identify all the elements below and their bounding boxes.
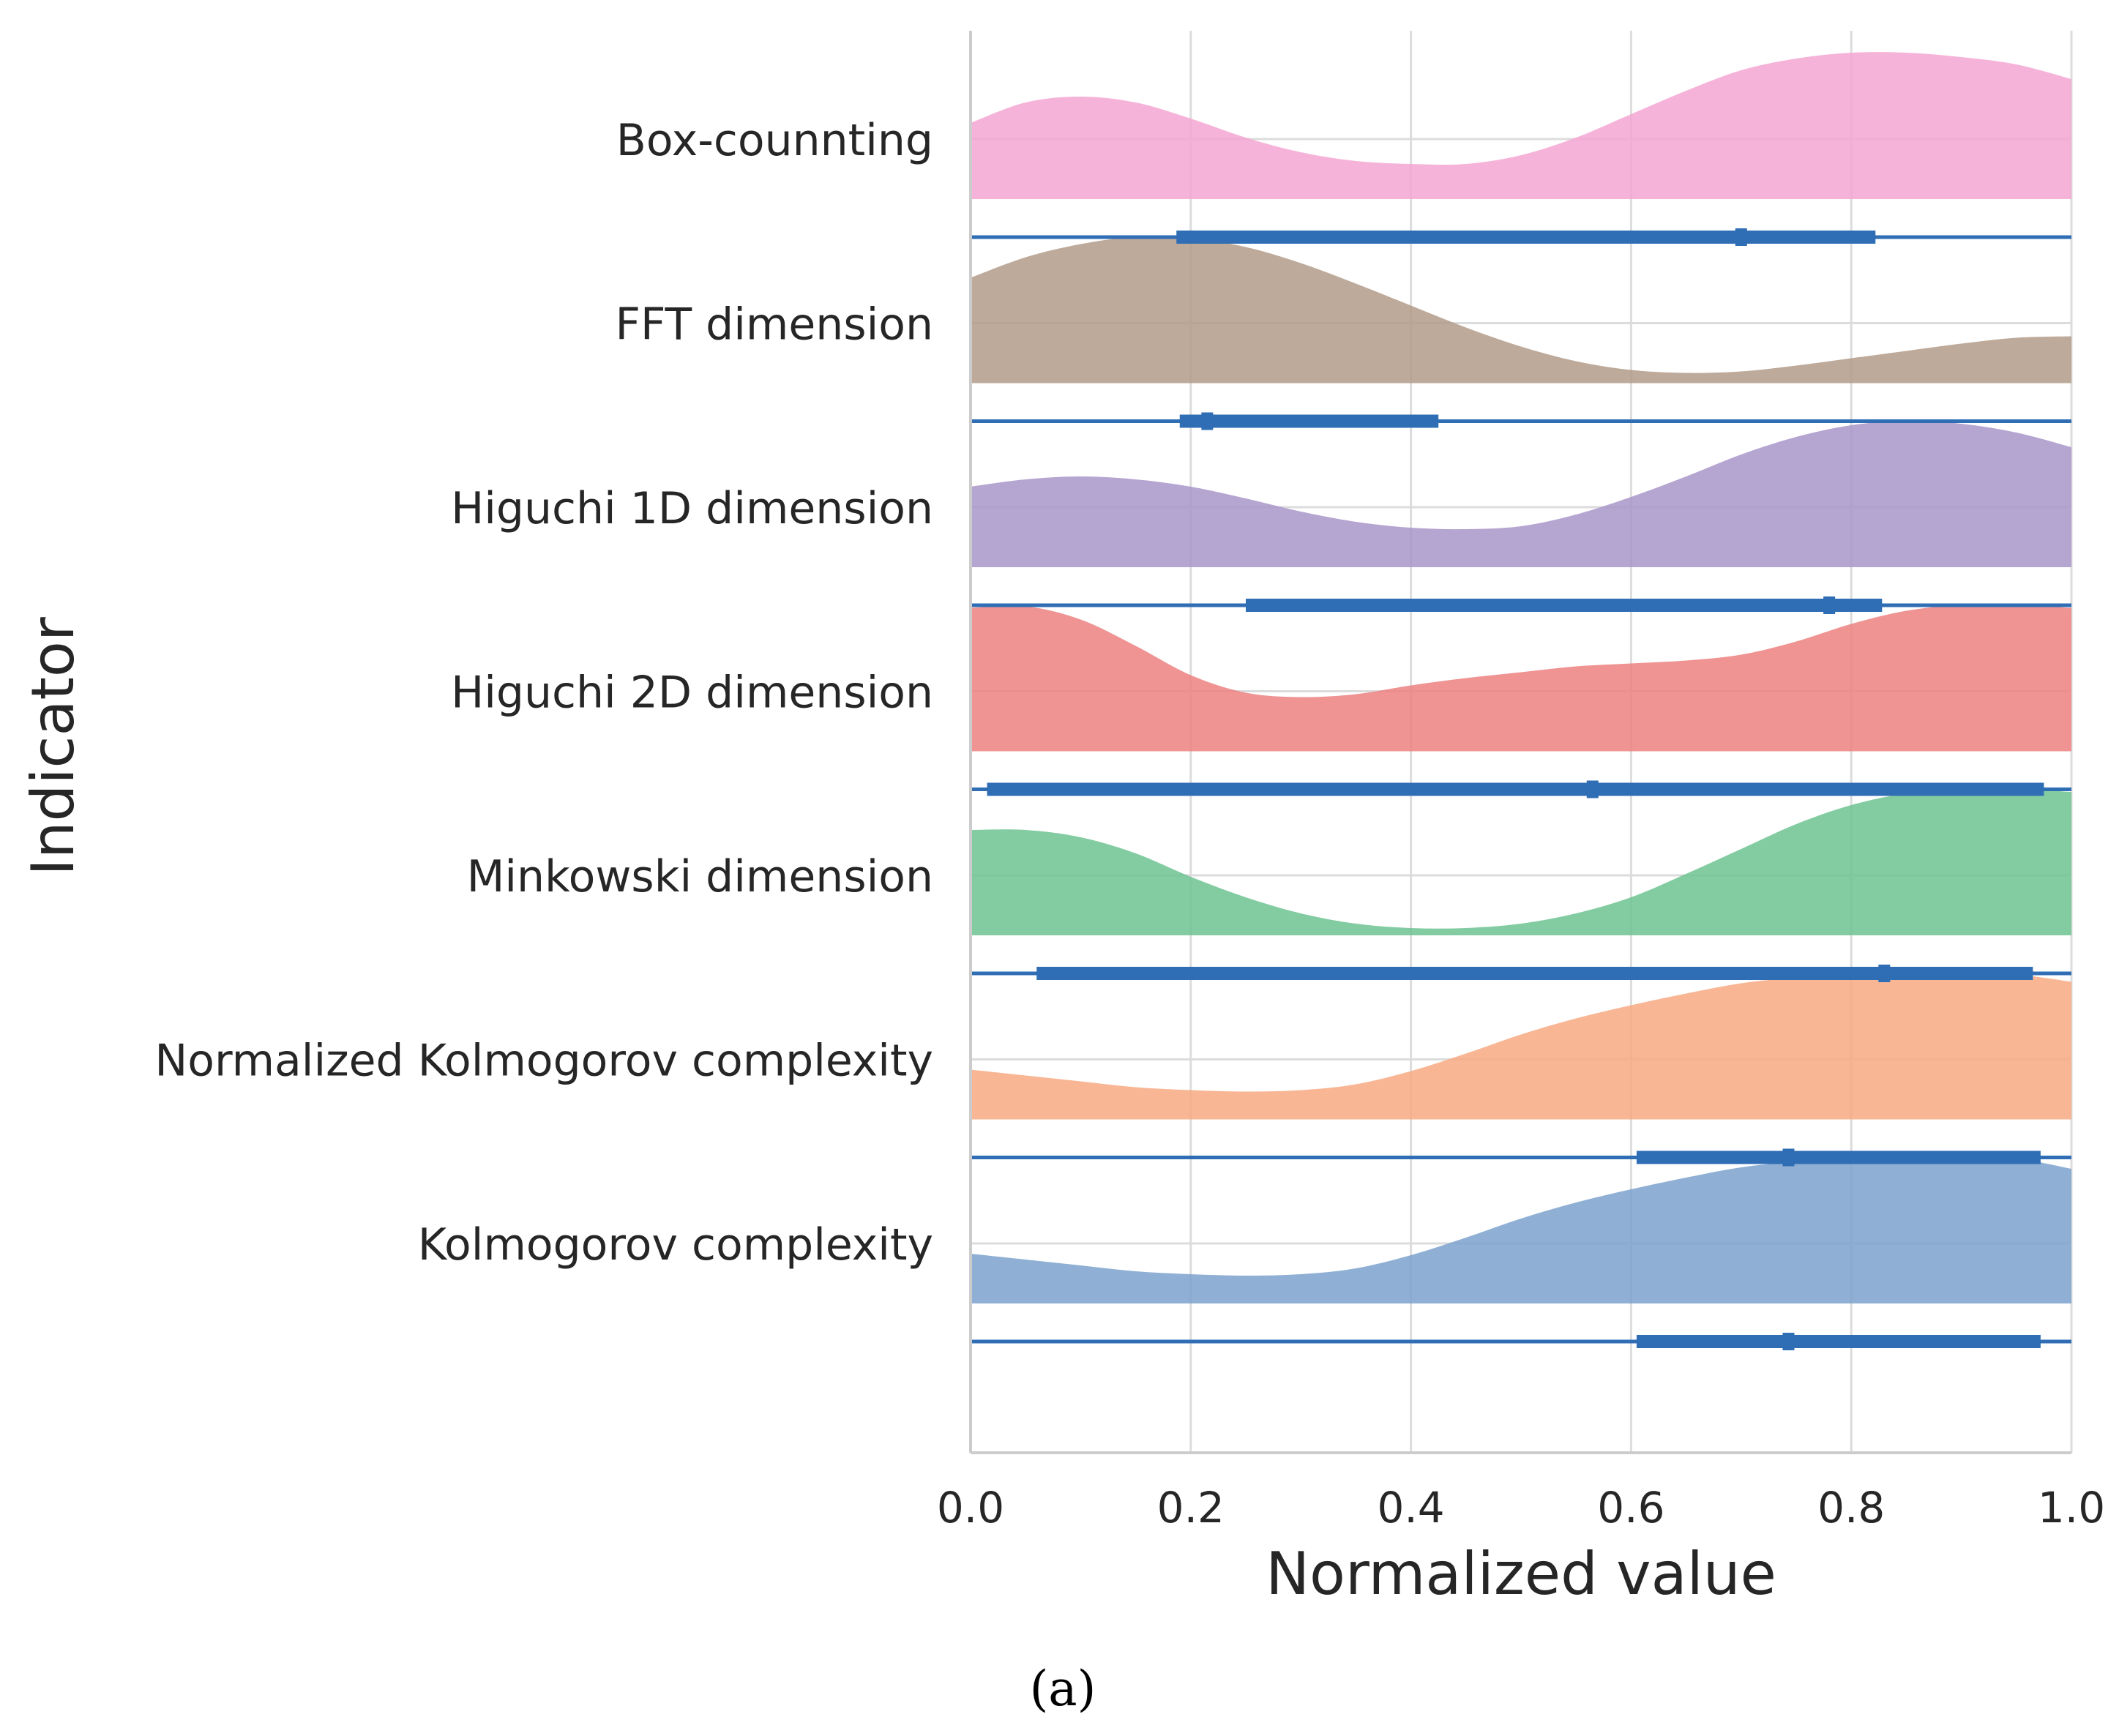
median-mark <box>1878 965 1891 982</box>
panel-label: (a) <box>1030 1661 1096 1717</box>
x-tick-label: 1.0 <box>2038 1483 2105 1533</box>
x-tick-label: 0.2 <box>1157 1483 1225 1533</box>
median-mark <box>1201 412 1214 430</box>
category-label: Normalized Kolmogorov complexity <box>154 1036 933 1087</box>
x-tick-label: 0.6 <box>1597 1483 1664 1533</box>
median-mark <box>1782 1148 1795 1167</box>
density-cloud <box>971 52 2071 200</box>
category-label: FFT dimension <box>615 299 933 351</box>
median-mark <box>1586 780 1599 798</box>
box-plots <box>971 228 2071 1350</box>
x-tick-label: 0.4 <box>1377 1483 1444 1533</box>
density-cloud <box>971 973 2071 1120</box>
median-mark <box>1823 596 1836 614</box>
density-cloud <box>971 604 2071 752</box>
category-label: Higuchi 2D dimension <box>451 667 933 719</box>
x-tick-label: 0.8 <box>1817 1483 1885 1533</box>
density-cloud <box>971 1156 2071 1303</box>
y-axis-label: Indicator <box>19 617 87 876</box>
density-cloud <box>971 788 2071 935</box>
median-mark <box>1782 1333 1795 1350</box>
category-label: Higuchi 1D dimension <box>451 483 933 534</box>
x-axis-label: Normalized value <box>1266 1540 1776 1608</box>
density-cloud <box>971 236 2071 384</box>
x-tick-labels: 0.0 0.2 0.4 0.6 0.8 1.0 <box>937 1483 2105 1533</box>
category-labels: Box-counnting FFT dimension Higuchi 1D dim… <box>154 115 933 1271</box>
category-label: Box-counnting <box>616 115 933 166</box>
category-label: Minkowski dimension <box>467 851 933 902</box>
category-label: Kolmogorov complexity <box>418 1219 933 1271</box>
density-cloud <box>971 420 2071 567</box>
median-mark <box>1735 228 1747 246</box>
density-clouds <box>971 52 2071 1303</box>
x-tick-label: 0.0 <box>937 1483 1004 1533</box>
